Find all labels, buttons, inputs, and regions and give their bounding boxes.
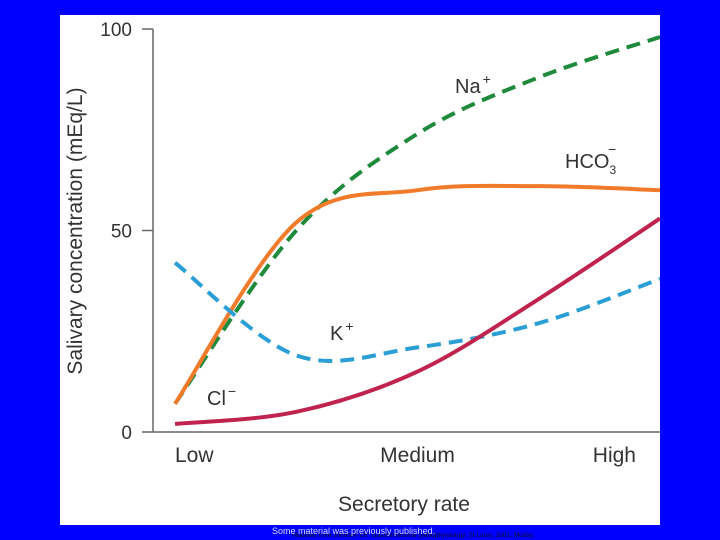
series-label-cl: Cl − <box>207 383 236 410</box>
series-label-hco: HCO3− <box>565 141 616 177</box>
y-tick-label: 0 <box>121 423 132 444</box>
x-tick-label: Low <box>175 444 214 467</box>
salivary-concentration-chart: 0 50 100 Low Medium High Secretory rate Saliv… <box>64 20 660 516</box>
y-axis-title: Salivary concentration (mEq/L) <box>64 87 87 374</box>
footer-note: Some material was previously published. <box>272 526 436 536</box>
x-tick-label: High <box>593 444 636 467</box>
series-line-na <box>173 35 660 405</box>
series-line-cl <box>174 216 660 426</box>
series-label-na: Na + <box>455 71 491 98</box>
y-tick-label: 50 <box>111 222 132 243</box>
source-note: Modified from Johnson LR: Gastrointestin… <box>292 532 535 539</box>
x-tick-label: Medium <box>380 444 455 467</box>
y-tick-label: 100 <box>100 20 132 41</box>
series-label-k: K + <box>330 318 354 345</box>
chart-panel: 0 50 100 Low Medium High Secretory rate Saliv… <box>60 15 660 539</box>
series-line-hco <box>173 183 660 405</box>
series-line-k <box>173 261 660 363</box>
x-axis-title: Secretory rate <box>338 493 470 516</box>
